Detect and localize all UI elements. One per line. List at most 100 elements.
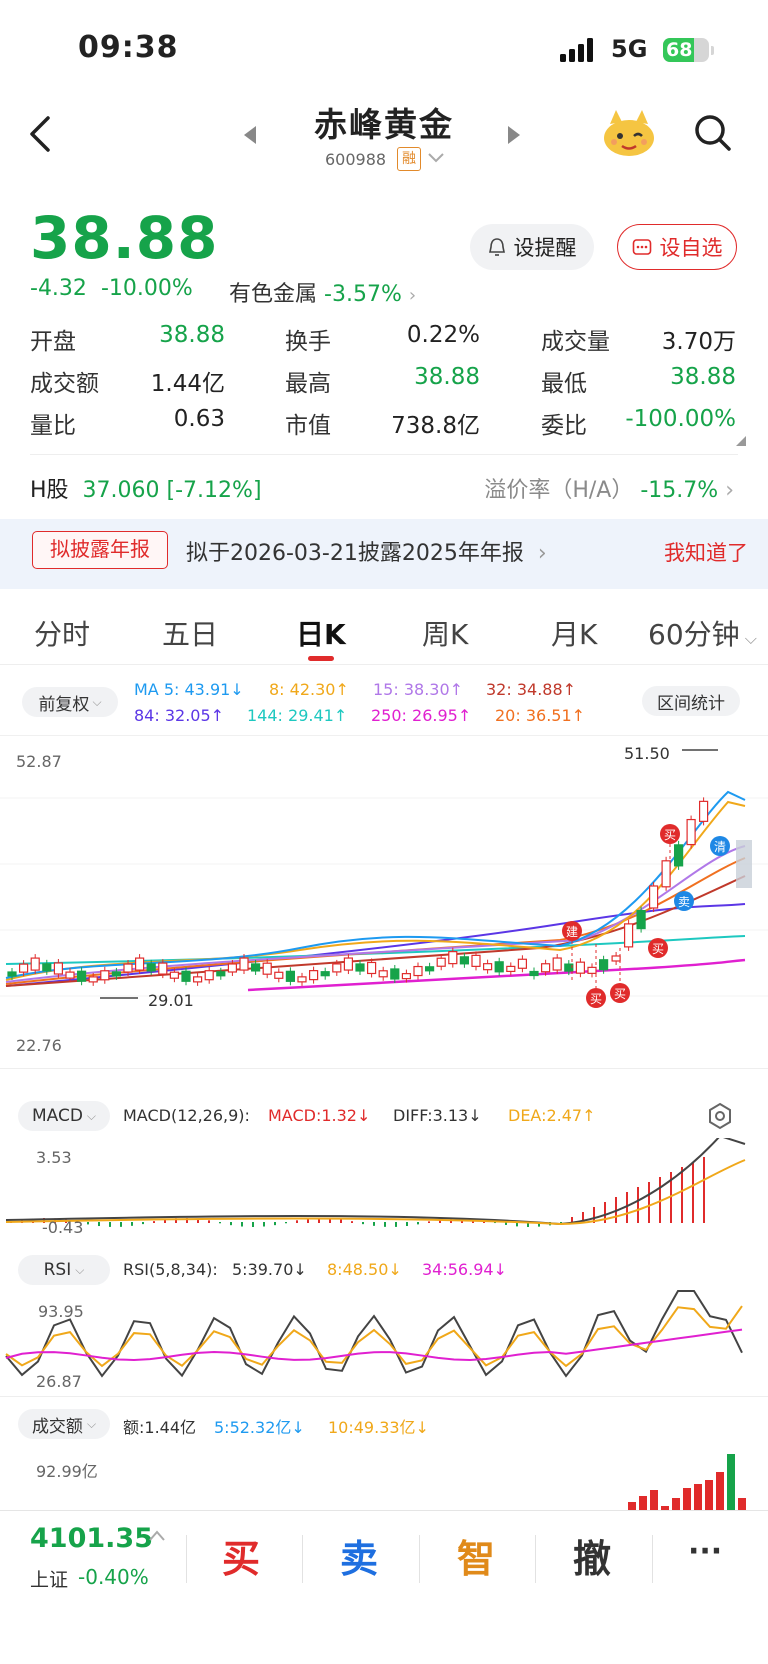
candle-body <box>320 971 330 977</box>
rsi8-line <box>5 1305 743 1368</box>
dismiss-button[interactable]: 我知道了 <box>664 541 748 565</box>
tab-monthly-k[interactable]: 月K <box>551 618 598 651</box>
add-watchlist-label: 设自选 <box>659 236 723 260</box>
chevron-down-icon: ⌵ <box>86 1108 97 1123</box>
candle-body <box>285 970 295 982</box>
dea-line <box>5 1159 746 1226</box>
signal-buy[interactable]: 买 <box>586 944 606 1008</box>
candle-body <box>506 965 516 973</box>
buy-button[interactable]: 买 <box>222 1537 261 1581</box>
macd-bar <box>164 1219 166 1223</box>
disclosure-message: 拟于2026-03-21披露2025年年报 <box>186 541 524 566</box>
signal-build[interactable]: 建 <box>562 921 582 981</box>
tab-60-minute[interactable]: 60分钟 ⌵ <box>648 613 757 653</box>
candle-body <box>552 957 562 971</box>
candle-body <box>123 963 133 973</box>
chevron-down-icon: ⌵ <box>75 1262 85 1277</box>
tab-weekly-k[interactable]: 周K <box>422 618 469 651</box>
macd-bar <box>373 1222 375 1226</box>
next-stock-icon[interactable] <box>506 124 524 146</box>
rsi-chart[interactable] <box>0 1286 768 1396</box>
candle-body <box>169 971 179 979</box>
premium-row[interactable]: 溢价率（H/A） -15.7% › <box>484 472 734 504</box>
status-time: 09:38 <box>78 30 179 65</box>
chevron-down-icon[interactable] <box>427 152 445 164</box>
max-price-label: 51.50 <box>624 744 670 763</box>
min-price-label: 29.01 <box>148 991 194 1010</box>
more-button[interactable]: ··· <box>688 1534 723 1569</box>
macd-bar <box>186 1218 188 1223</box>
sell-button[interactable]: 卖 <box>340 1537 379 1581</box>
tab-five-day[interactable]: 五日 <box>162 618 219 651</box>
prev-stock-icon[interactable] <box>240 124 258 146</box>
macd-bar <box>362 1222 364 1225</box>
macd-bar <box>87 1222 89 1225</box>
signal-build-label: 建 <box>566 925 578 939</box>
signal-buy[interactable]: 买 <box>648 938 668 958</box>
set-reminder-button[interactable]: 设提醒 <box>470 224 594 270</box>
ma32-label: 32: 34.88↑ <box>486 680 577 699</box>
h-share-row[interactable]: H股 37.060 [-7.12%] <box>30 472 262 504</box>
signal-buy[interactable]: 买 <box>610 948 630 1003</box>
range-stats-button[interactable]: 区间统计 <box>642 686 740 716</box>
tab-intraday[interactable]: 分时 <box>34 618 91 651</box>
ma5-label: MA 5: 43.91↓ <box>134 680 244 699</box>
candle-body <box>587 966 597 974</box>
smart-button[interactable]: 智 <box>457 1537 496 1581</box>
price-change: -4.32 -10.00% <box>30 276 193 301</box>
rsi-select[interactable]: RSI ⌵ <box>18 1255 110 1285</box>
turnover-bar <box>661 1506 669 1510</box>
ma15-label: 15: 38.30↑ <box>373 680 464 699</box>
ma84-line <box>5 903 746 987</box>
cancel-order-button[interactable]: 撤 <box>573 1537 612 1581</box>
back-icon[interactable] <box>26 112 56 156</box>
disclosure-text[interactable]: 拟于2026-03-21披露2025年年报 › <box>186 535 547 567</box>
sector-link[interactable]: 有色金属 -3.57% › <box>229 276 416 308</box>
diff-value: DIFF:3.13↓ <box>393 1106 482 1125</box>
macd-bar <box>505 1222 507 1225</box>
settings-icon[interactable] <box>706 1102 734 1130</box>
signal-sell[interactable]: 卖 <box>674 891 694 911</box>
macd-bar <box>604 1202 606 1223</box>
candle-body <box>309 970 319 981</box>
y-axis-high: 52.87 <box>16 752 62 771</box>
candle-body <box>390 968 400 980</box>
index-value[interactable]: 4101.35 <box>30 1523 153 1554</box>
expand-corner-icon[interactable] <box>736 436 746 446</box>
candle-body <box>673 844 684 867</box>
index-change: -0.40% <box>78 1565 149 1589</box>
macd-bar <box>648 1182 650 1223</box>
signal-buy-label: 买 <box>590 992 602 1006</box>
candlestick-chart[interactable]: 29.01 51.50 建 买 买 买 卖 买 清 <box>0 736 768 1066</box>
signal-buy-label: 买 <box>664 828 676 842</box>
macd-bar <box>307 1218 309 1223</box>
add-watchlist-button[interactable]: 设自选 <box>617 224 737 270</box>
candle-body <box>297 976 307 983</box>
macd-chart[interactable] <box>0 1138 768 1238</box>
turnover-bar <box>705 1480 713 1510</box>
candle-body <box>636 909 646 930</box>
candle-body <box>436 957 446 967</box>
macd-bar <box>351 1221 353 1223</box>
signal-clear-label: 清 <box>714 840 726 854</box>
bell-icon <box>488 238 505 256</box>
adjust-mode-select[interactable]: 前复权 ⌵ <box>22 687 118 717</box>
search-icon[interactable] <box>693 113 733 153</box>
ma250-label: 250: 26.95↑ <box>371 706 472 725</box>
macd-bar <box>285 1222 287 1224</box>
mascot-icon[interactable] <box>600 108 658 158</box>
turnover-chart[interactable] <box>0 1440 768 1510</box>
macd-select[interactable]: MACD ⌵ <box>18 1101 110 1131</box>
candle-body <box>343 957 353 971</box>
candle-body <box>135 957 145 971</box>
chevron-up-icon[interactable] <box>148 1528 166 1542</box>
chevron-down-icon: ⌵ <box>739 629 757 648</box>
macd-bar <box>670 1172 672 1223</box>
candle-body <box>181 970 191 982</box>
rsi-axis-low: 26.87 <box>36 1372 82 1391</box>
signal-clear[interactable]: 清 <box>710 836 730 856</box>
turnover-select[interactable]: 成交额 ⌵ <box>18 1409 110 1439</box>
signal-buy[interactable]: 买 <box>660 824 680 884</box>
tab-daily-k[interactable]: 日K <box>296 618 346 651</box>
stat-value: 38.88 <box>414 364 480 390</box>
